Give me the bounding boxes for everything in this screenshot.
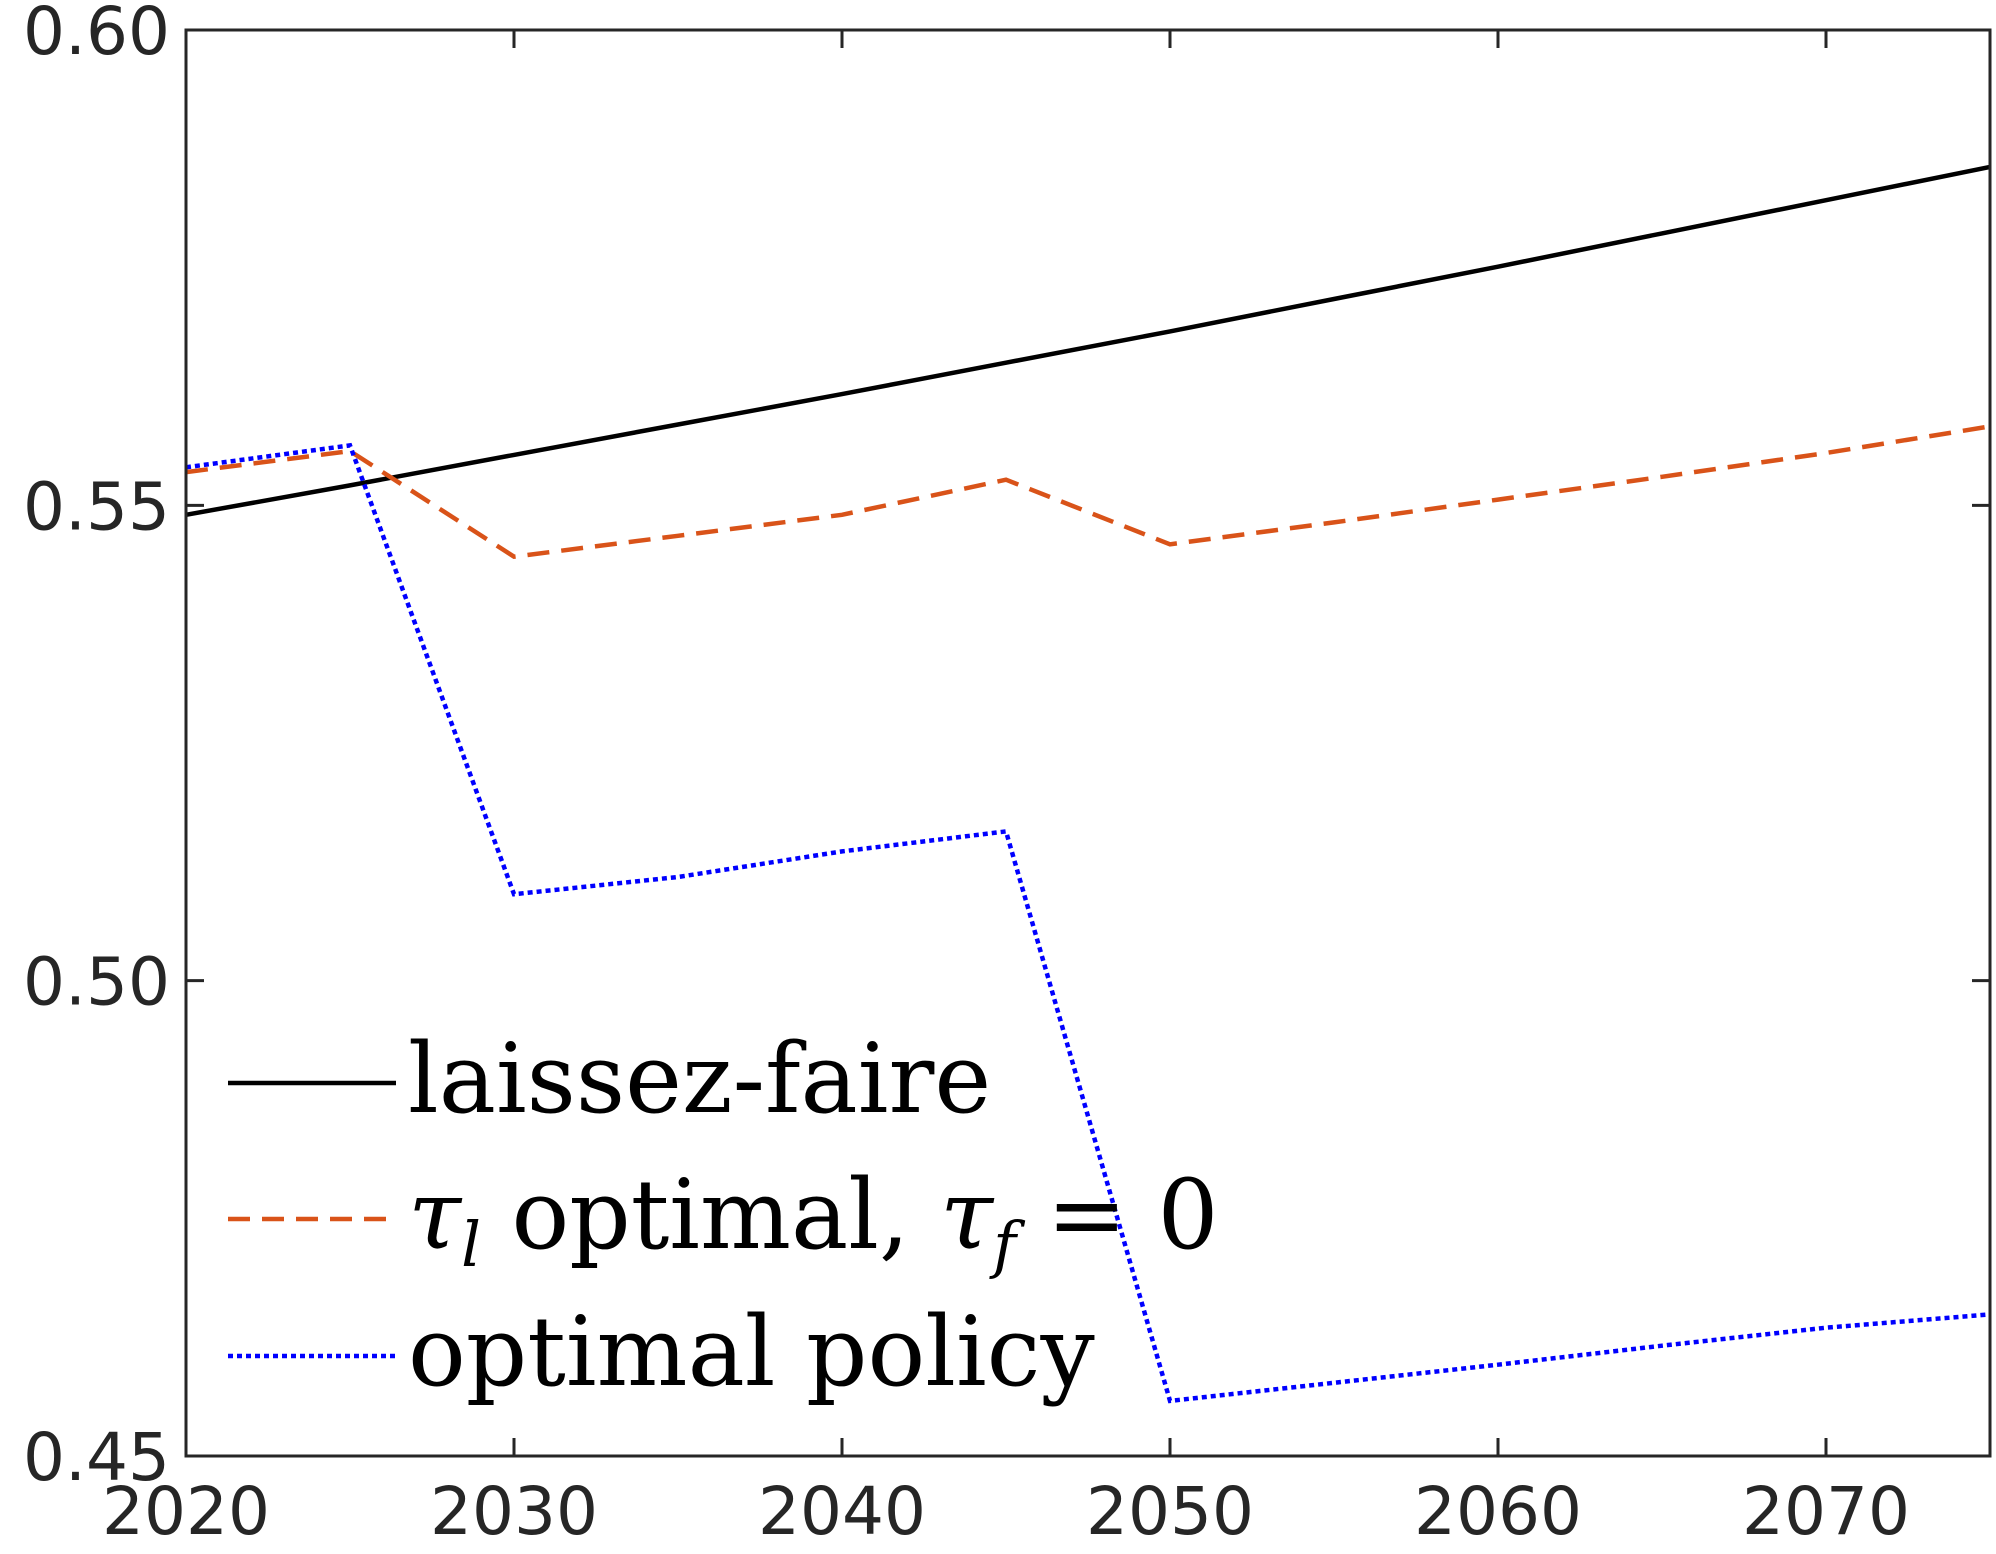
x-tick-label: 2050 (1086, 1473, 1254, 1550)
legend-label-equals-zero: = 0 (1016, 1159, 1219, 1271)
y-tick-label: 0.60 (23, 0, 170, 70)
series-line-1 (185, 424, 1991, 560)
y-tick-label: 0.45 (23, 1419, 170, 1496)
legend-label-laissez-faire: laissez-faire (408, 1023, 991, 1135)
series-line-2 (185, 442, 1991, 1404)
tau-symbol: τ (408, 1159, 463, 1271)
plot-background (186, 30, 1990, 1456)
tick-label-layer: 2020 2030 2040 2050 2060 2070 0.45 0.50 0.55 0.60 (23, 0, 1910, 1550)
subscript-l: l (461, 1208, 481, 1281)
tau-symbol-2: τ (940, 1159, 995, 1271)
x-tick-label: 2070 (1742, 1473, 1910, 1550)
legend-label-tau-l-optimal: τl optimal, τf = 0 (408, 1159, 1219, 1281)
legend-label-optimal-policy: optimal policy (408, 1296, 1095, 1408)
series-layer (185, 164, 1991, 1404)
x-tick-label: 2030 (430, 1473, 598, 1550)
y-tick-label: 0.55 (23, 468, 170, 545)
x-tick-label: 2040 (758, 1473, 926, 1550)
x-tick-label: 2060 (1414, 1473, 1582, 1550)
legend: laissez-faire τl optimal, τf = 0 optimal… (228, 1023, 1219, 1408)
plot-frame (184, 28, 1992, 1458)
y-tick-label: 0.50 (23, 944, 170, 1021)
series-line-0 (185, 164, 1991, 518)
x-tick-label: 2020 (102, 1473, 270, 1550)
axes-layer (184, 28, 1992, 1458)
legend-label-middle: optimal, (481, 1159, 940, 1271)
